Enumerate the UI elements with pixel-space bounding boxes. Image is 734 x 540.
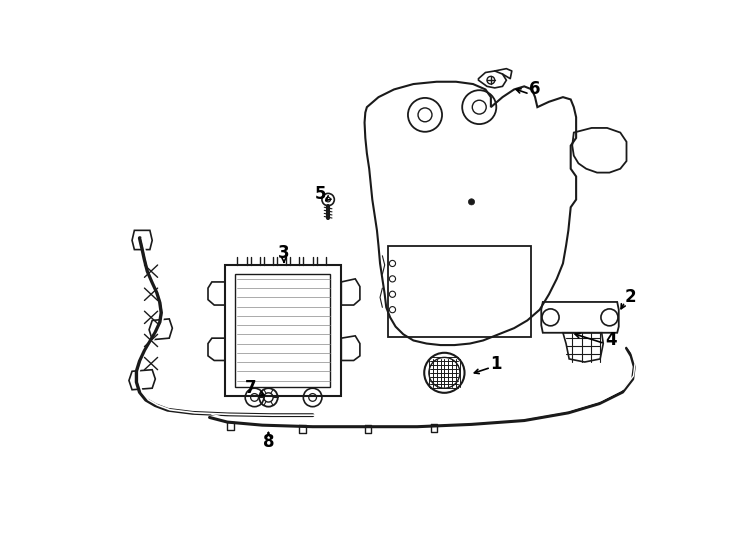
- Text: 8: 8: [263, 433, 275, 451]
- Text: 3: 3: [278, 245, 290, 262]
- Text: 5: 5: [315, 185, 326, 203]
- Text: 7: 7: [245, 379, 256, 397]
- Text: 4: 4: [606, 332, 617, 349]
- Text: 1: 1: [490, 355, 502, 373]
- Bar: [388, 246, 531, 336]
- Text: 6: 6: [529, 80, 541, 98]
- Circle shape: [468, 199, 475, 205]
- Text: 2: 2: [625, 288, 636, 306]
